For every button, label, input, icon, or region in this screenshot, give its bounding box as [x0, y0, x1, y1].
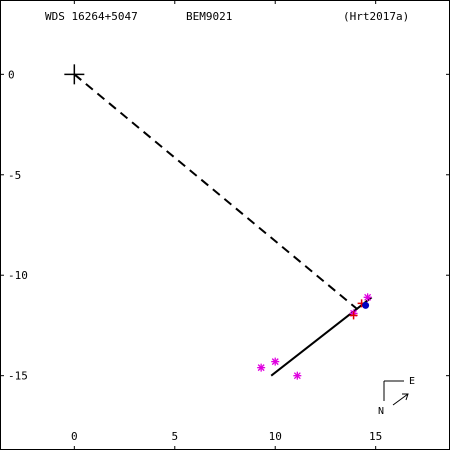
header-discoverer-code: BEM9021	[186, 10, 233, 23]
latest-position-dot	[362, 301, 370, 309]
observation-asterisk	[293, 371, 302, 380]
observation-asterisk	[363, 293, 372, 302]
y-tick-label: -10	[8, 269, 28, 282]
observation-asterisk	[271, 357, 280, 366]
header-reference: (Hrt2017a)	[343, 10, 410, 23]
primary-star-marker	[64, 64, 85, 85]
x-tick-label: 5	[171, 430, 178, 443]
plot-lines	[73, 73, 373, 377]
x-tick-label: 10	[269, 430, 282, 443]
x-tick-label: 15	[369, 430, 382, 443]
orbit-line	[270, 296, 373, 377]
asterisk-stroke	[364, 293, 372, 301]
motion-arrow-shaft	[392, 393, 409, 406]
observation-asterisk	[257, 363, 266, 372]
north-label: N	[378, 406, 384, 417]
observation-plus	[349, 311, 358, 320]
asterisk-stroke	[271, 358, 279, 366]
y-tick-label: -15	[8, 370, 28, 383]
x-tick-label: 0	[71, 430, 78, 443]
orientation-indicator: EN	[378, 376, 415, 417]
header-system-id: WDS 16264+5047	[45, 10, 138, 23]
data-marks	[64, 64, 372, 380]
asterisk-stroke	[257, 364, 265, 372]
asterisk-stroke	[293, 372, 301, 380]
motion-arrow-head	[402, 393, 409, 401]
separation-dashed-line	[73, 73, 359, 311]
east-label: E	[409, 376, 415, 387]
y-tick-label: -5	[8, 169, 21, 182]
y-tick-label: 0	[8, 68, 15, 81]
